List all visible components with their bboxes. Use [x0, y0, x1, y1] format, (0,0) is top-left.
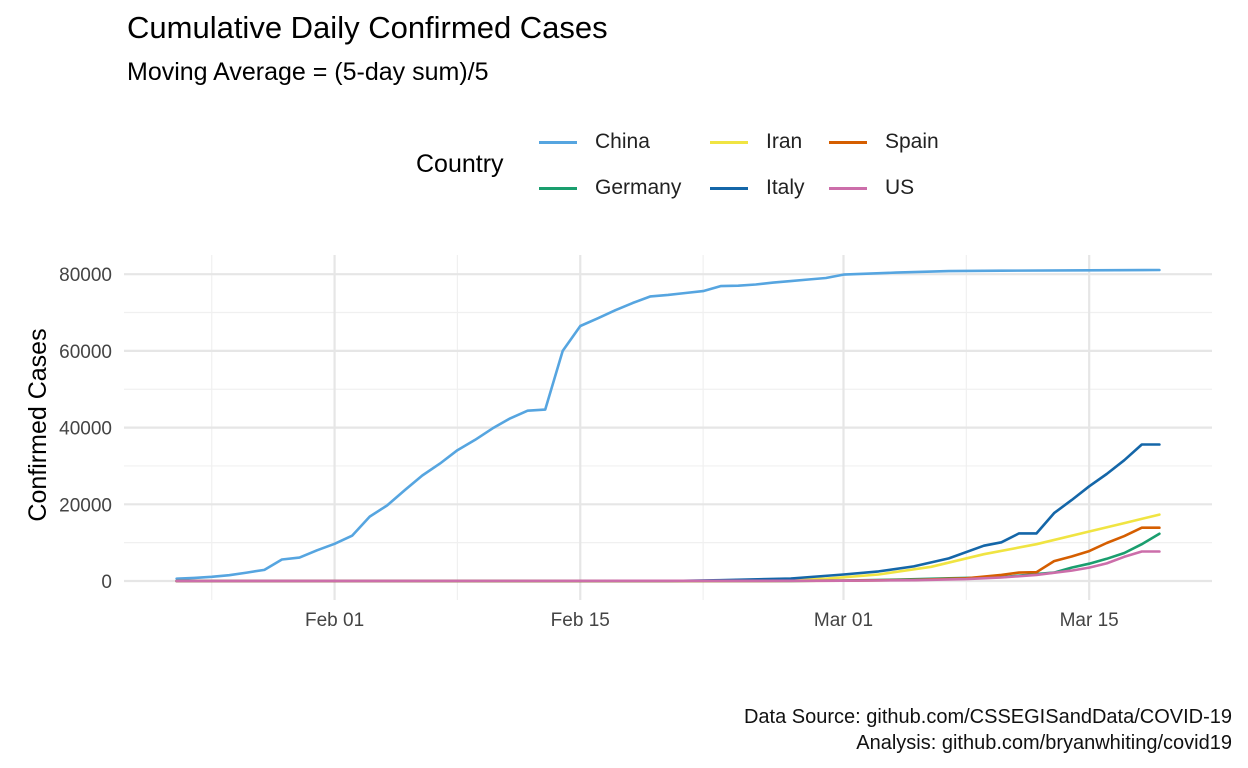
legend-swatch-china	[539, 140, 577, 144]
legend-item-italy: Italy	[710, 176, 805, 200]
legend-label-china: China	[595, 130, 650, 153]
x-tick-label: Feb 15	[551, 610, 610, 631]
y-axis-title: Confirmed Cases	[24, 328, 52, 521]
legend-swatch-italy	[710, 186, 748, 190]
legend-label-germany: Germany	[595, 176, 682, 199]
legend-label-spain: Spain	[885, 130, 939, 153]
y-axis-ticks: 0 20000 40000 60000 80000	[59, 265, 112, 593]
legend-swatch-us	[829, 186, 867, 190]
chart-subtitle: Moving Average = (5-day sum)/5	[127, 58, 489, 86]
legend-title: Country	[416, 150, 504, 178]
y-tick-label: 20000	[59, 495, 112, 516]
series-line-china	[175, 268, 1161, 581]
caption: Data Source: github.com/CSSEGISandData/C…	[744, 704, 1232, 756]
legend-label-us: US	[885, 176, 915, 199]
y-tick-label: 80000	[59, 265, 112, 286]
x-tick-label: Mar 15	[1060, 610, 1119, 631]
legend-label-italy: Italy	[766, 176, 805, 199]
caption-analysis: Analysis: github.com/bryanwhiting/covid1…	[856, 732, 1232, 754]
legend-swatch-iran	[710, 140, 748, 144]
legend-swatch-spain	[829, 140, 867, 144]
y-tick-label: 0	[101, 572, 112, 593]
series-lines	[175, 268, 1161, 583]
legend-item-china: China	[539, 130, 650, 154]
legend-label-iran: Iran	[766, 130, 803, 153]
legend-swatch-germany	[539, 186, 577, 190]
x-tick-label: Mar 01	[814, 610, 873, 631]
legend-item-iran: Iran	[710, 130, 802, 154]
legend-item-us: US	[829, 176, 914, 200]
major-gridlines	[124, 255, 1212, 600]
series-line-italy	[175, 443, 1161, 583]
series-line-us	[175, 550, 1161, 583]
caption-data-source: Data Source: github.com/CSSEGISandData/C…	[743, 706, 1232, 728]
legend-item-germany: Germany	[539, 176, 681, 200]
legend-item-spain: Spain	[829, 130, 939, 154]
x-tick-label: Feb 01	[305, 610, 364, 631]
chart-title: Cumulative Daily Confirmed Cases	[127, 10, 608, 45]
y-tick-label: 60000	[59, 342, 112, 363]
x-axis-ticks: Feb 01 Feb 15 Mar 01 Mar 15	[305, 610, 1119, 631]
y-tick-label: 40000	[59, 419, 112, 440]
